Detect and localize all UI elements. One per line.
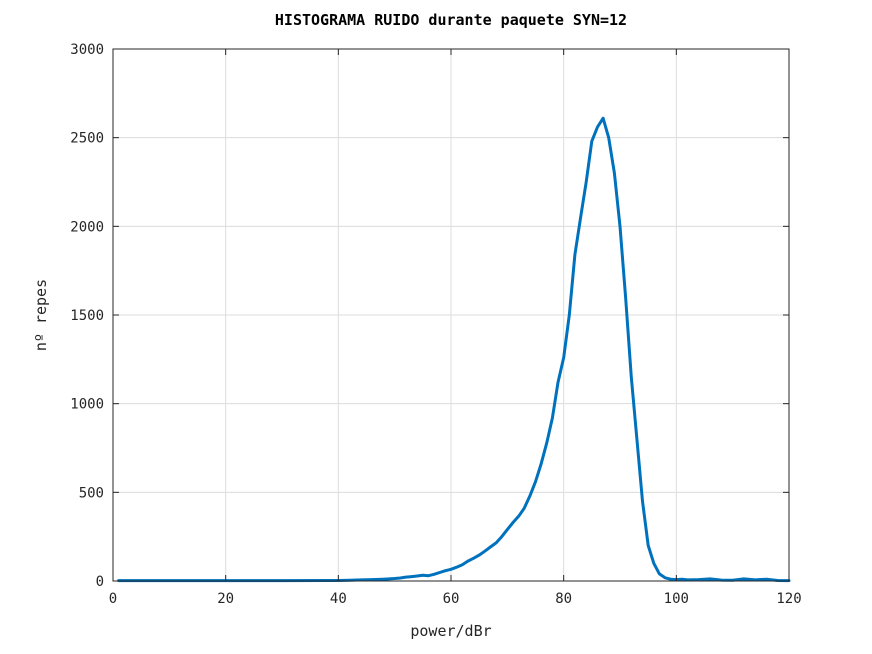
x-tick-label: 40 bbox=[330, 591, 347, 607]
x-tick-label: 80 bbox=[555, 591, 572, 607]
y-tick-label: 2500 bbox=[70, 131, 104, 147]
chart-title: HISTOGRAMA RUIDO durante paquete SYN=12 bbox=[275, 11, 627, 29]
x-axis-label: power/dBr bbox=[410, 622, 491, 640]
series-layer bbox=[117, 116, 791, 583]
y-tick-label: 0 bbox=[96, 574, 104, 590]
y-axis-label: nº repes bbox=[32, 279, 50, 351]
y-tick-label: 3000 bbox=[70, 42, 104, 58]
x-tick-label: 120 bbox=[776, 591, 801, 607]
y-tick-label: 1000 bbox=[70, 397, 104, 413]
ticks: 0 20 40 60 80 100 120 0 500 1000 1500 2000 2500 3000 bbox=[70, 42, 801, 607]
y-tick-label: 2000 bbox=[70, 219, 104, 235]
y-tick-label: 1500 bbox=[70, 308, 104, 324]
y-tick-label: 500 bbox=[79, 485, 104, 501]
x-tick-label: 0 bbox=[109, 591, 117, 607]
series-line bbox=[117, 116, 791, 583]
x-tick-label: 60 bbox=[443, 591, 460, 607]
x-tick-label: 100 bbox=[664, 591, 689, 607]
x-tick-label: 20 bbox=[217, 591, 234, 607]
